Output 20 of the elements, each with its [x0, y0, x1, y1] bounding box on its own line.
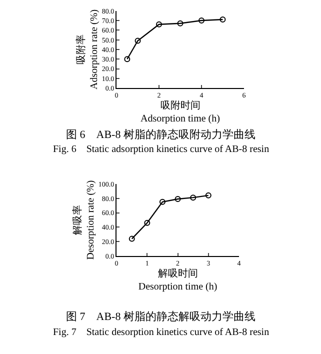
point [124, 56, 130, 62]
point [156, 21, 162, 28]
point [128, 236, 135, 242]
caption: Fig. 6 Static adsorption kinetics curve of AB-8 resin [53, 144, 270, 155]
point [144, 220, 150, 226]
y-axis-title: 吸附率 Adsorption rate (%) [74, 9, 100, 90]
caption: Fig. 7 Static desorption kinetics curve of AB-8 resin [53, 327, 270, 338]
point [190, 194, 196, 201]
point [198, 17, 204, 24]
point [174, 196, 181, 202]
point [220, 16, 226, 23]
caption: 图 7 AB-8 树脂的静态解吸动力学曲线 [66, 310, 256, 323]
y-axis-title: 解吸率 Desorption rate (%) [71, 180, 96, 260]
x-axis-title: 解吸时间 Desorption time (h) [138, 268, 218, 293]
point [205, 192, 212, 198]
caption: 图 6 AB-8 树脂的静态吸附动力学曲线 [66, 128, 256, 141]
point [177, 20, 184, 26]
x-axis-title: 吸附时间 Adsorption time (h) [140, 99, 220, 124]
point [159, 198, 166, 205]
point [134, 38, 141, 44]
